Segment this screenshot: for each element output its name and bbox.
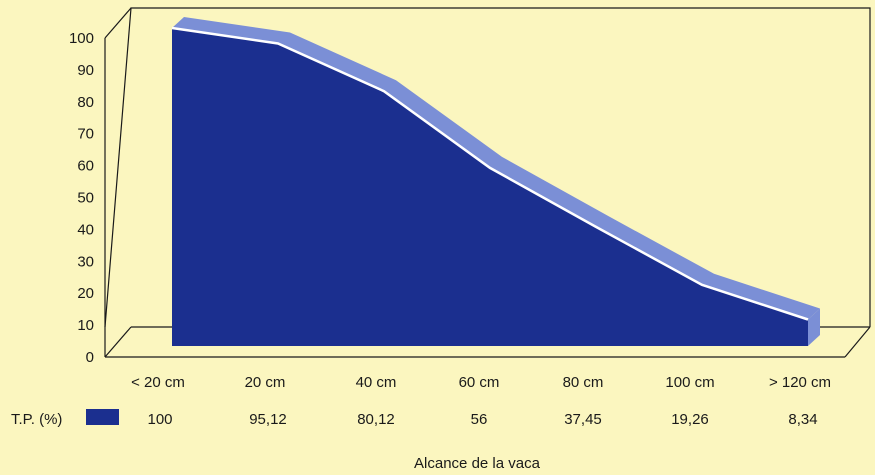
data-table: T.P. (%) 100 95,12 80,12 56 37,45 19,26 8,34 xyxy=(11,409,818,428)
table-value: 95,12 xyxy=(249,411,287,428)
area-fill xyxy=(172,28,808,346)
x-tick-label: < 20 cm xyxy=(131,374,185,391)
x-tick-label: 40 cm xyxy=(356,374,397,391)
table-values: 100 95,12 80,12 56 37,45 19,26 8,34 xyxy=(147,411,817,428)
y-axis-ticks: 0 10 20 30 40 50 60 70 80 90 100 xyxy=(69,30,94,366)
x-tick-label: > 120 cm xyxy=(769,374,831,391)
x-axis-title: Alcance de la vaca xyxy=(414,455,541,472)
legend-swatch xyxy=(86,409,119,425)
table-value: 56 xyxy=(471,411,488,428)
table-value: 100 xyxy=(147,411,172,428)
area-side-face xyxy=(808,308,820,346)
y-tick-label: 90 xyxy=(77,62,94,79)
x-tick-label: 20 cm xyxy=(245,374,286,391)
floor-right-edge xyxy=(844,326,871,358)
table-value: 19,26 xyxy=(671,411,709,428)
back-wall-outline xyxy=(104,7,871,328)
table-value: 80,12 xyxy=(357,411,395,428)
y-tick-label: 40 xyxy=(77,221,94,238)
x-tick-label: 60 cm xyxy=(459,374,500,391)
area-series xyxy=(171,17,820,346)
table-value: 8,34 xyxy=(788,411,817,428)
floor-left-edge xyxy=(104,326,132,358)
area-edge-line xyxy=(171,26,809,321)
y-tick-label: 30 xyxy=(77,253,94,270)
y-tick-label: 10 xyxy=(77,317,94,334)
legend-label: T.P. (%) xyxy=(11,411,62,428)
y-tick-label: 80 xyxy=(77,94,94,111)
x-tick-label: 80 cm xyxy=(563,374,604,391)
area-top-face xyxy=(172,17,820,320)
y-tick-label: 20 xyxy=(77,285,94,302)
y-tick-label: 50 xyxy=(77,190,94,207)
y-tick-label: 100 xyxy=(69,30,94,47)
x-tick-label: 100 cm xyxy=(665,374,714,391)
y-tick-label: 0 xyxy=(86,349,94,366)
left-wall-edge xyxy=(104,7,132,39)
x-axis-ticks: < 20 cm 20 cm 40 cm 60 cm 80 cm 100 cm > 120 c… xyxy=(131,374,831,391)
y-tick-label: 60 xyxy=(77,158,94,175)
table-value: 37,45 xyxy=(564,411,602,428)
y-tick-label: 70 xyxy=(77,126,94,143)
